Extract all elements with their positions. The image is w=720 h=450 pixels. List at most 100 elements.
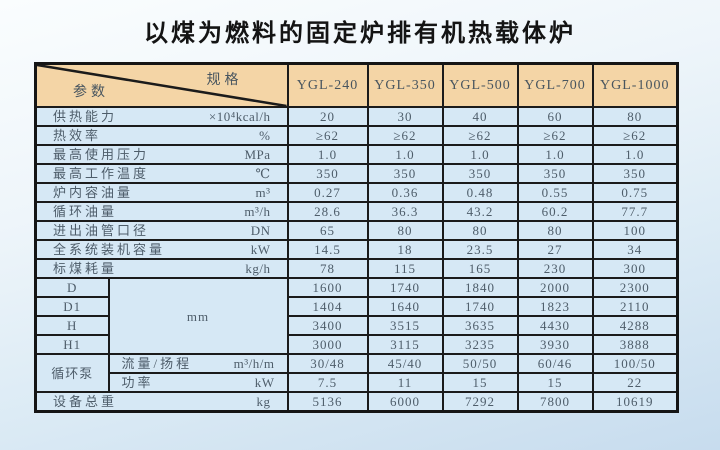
spec-value-cell: 3635 <box>441 315 519 336</box>
param-cell-content: 标煤耗量 kg/h <box>38 261 286 276</box>
dim-label: D1 <box>34 296 110 317</box>
table-row: 最高使用压力 MPa 1.0 1.0 1.0 1.0 1.0 <box>34 144 679 165</box>
spec-value-cell: 350 <box>441 163 519 184</box>
table-row: H 3400 3515 3635 4430 4288 <box>34 315 679 336</box>
spec-value-cell: 165 <box>441 258 519 279</box>
model-header-ygl-1000: YGL-1000 <box>591 62 679 108</box>
spec-value-cell: 10619 <box>591 391 679 413</box>
spec-value-cell: ≥62 <box>516 125 594 146</box>
param-label: 全系统装机容量 <box>53 242 166 257</box>
table-row: 标煤耗量 kg/h 78 115 165 230 300 <box>34 258 679 279</box>
spec-value-cell: 2000 <box>516 277 594 298</box>
spec-value-cell: 77.7 <box>591 201 679 222</box>
param-label: 供热能力 <box>53 109 118 124</box>
dim-label: H <box>34 315 110 336</box>
spec-value-cell: 80 <box>441 220 519 241</box>
spec-value-cell: 60.2 <box>516 201 594 222</box>
spec-value-cell: 115 <box>366 258 444 279</box>
spec-value-cell: 36.3 <box>366 201 444 222</box>
spec-value-cell: 3515 <box>366 315 444 336</box>
param-label: 进出油管口径 <box>53 223 150 238</box>
param-label: 热效率 <box>53 128 102 143</box>
spec-value-cell: 1640 <box>366 296 444 317</box>
spec-value-cell: 1740 <box>441 296 519 317</box>
param-unit: m³ <box>255 185 271 200</box>
spec-value-cell: 34 <box>591 239 679 260</box>
param-unit: DN <box>250 223 271 238</box>
spec-value-cell: 50/50 <box>441 353 519 374</box>
param-cell: 供热能力 ×10⁴kcal/h <box>34 106 289 127</box>
table-row: 进出油管口径 DN 65 80 80 80 100 <box>34 220 679 241</box>
param-unit: MPa <box>244 147 271 162</box>
diagonal-divider-line <box>37 65 286 106</box>
param-label: 循环油量 <box>53 204 118 219</box>
spec-value-cell: 43.2 <box>441 201 519 222</box>
param-cell: 最高工作温度 ℃ <box>34 163 289 184</box>
dim-unit: mm <box>107 277 289 355</box>
param-cell: 炉内容油量 m³ <box>34 182 289 203</box>
model-header-ygl-700: YGL-700 <box>516 62 594 108</box>
spec-value-cell: 18 <box>366 239 444 260</box>
spec-value-cell: 27 <box>516 239 594 260</box>
spec-value-cell: 1404 <box>286 296 369 317</box>
param-unit: m³/h <box>244 204 271 219</box>
dim-label: D <box>34 277 110 298</box>
spec-value-cell: 100/50 <box>591 353 679 374</box>
spec-value-cell: 7800 <box>516 391 594 413</box>
param-cell-content: 最高工作温度 ℃ <box>38 166 286 181</box>
corner-spec-label: 规格 <box>206 73 243 88</box>
param-cell-content: 进出油管口径 DN <box>38 223 286 238</box>
spec-value-cell: 30/48 <box>286 353 369 374</box>
pump-sub-content: 流量/扬程 m³/h/m <box>111 356 286 371</box>
param-label: 最高工作温度 <box>53 166 150 181</box>
spec-value-cell: 20 <box>286 106 369 127</box>
header-row: 规格 参数 YGL-240 YGL-350 YGL-500 YGL-700 YG… <box>34 62 679 108</box>
spec-value-cell: ≥62 <box>591 125 679 146</box>
spec-value-cell: 78 <box>286 258 369 279</box>
table-row: 设备总重 kg 5136 6000 7292 7800 10619 <box>34 391 679 413</box>
spec-value-cell: 2300 <box>591 277 679 298</box>
param-unit: kg/h <box>245 261 271 276</box>
table-row: 供热能力 ×10⁴kcal/h 20 30 40 60 80 <box>34 106 679 127</box>
param-label: 最高使用压力 <box>53 147 150 162</box>
spec-value-cell: 3115 <box>366 334 444 355</box>
spec-value-cell: 0.48 <box>441 182 519 203</box>
param-cell-content: 热效率% <box>38 128 286 143</box>
spec-value-cell: 60 <box>516 106 594 127</box>
spec-value-cell: ≥62 <box>366 125 444 146</box>
spec-value-cell: 1823 <box>516 296 594 317</box>
model-header-ygl-240: YGL-240 <box>286 62 369 108</box>
spec-value-cell: 350 <box>591 163 679 184</box>
table-row: 循环油量 m³/h 28.6 36.3 43.2 60.2 77.7 <box>34 201 679 222</box>
total-unit: kg <box>256 394 271 409</box>
spec-value-cell: 3400 <box>286 315 369 336</box>
spec-value-cell: 1.0 <box>591 144 679 165</box>
table-row: D1 1404 1640 1740 1823 2110 <box>34 296 679 317</box>
spec-value-cell: 14.5 <box>286 239 369 260</box>
param-unit: ℃ <box>255 166 271 181</box>
spec-value-cell: 0.36 <box>366 182 444 203</box>
table-row: 炉内容油量 m³ 0.27 0.36 0.48 0.55 0.75 <box>34 182 679 203</box>
param-label: 炉内容油量 <box>53 185 134 200</box>
param-cell-content: 最高使用压力 MPa <box>38 147 286 162</box>
spec-table-body: 供热能力 ×10⁴kcal/h 20 30 40 60 80 热效率% ≥62 ≥62 ≥62 ≥62… <box>34 106 679 413</box>
spec-value-cell: 3235 <box>441 334 519 355</box>
spec-value-cell: 80 <box>591 106 679 127</box>
param-cell-content: 炉内容油量 m³ <box>38 185 286 200</box>
param-unit: kW <box>250 242 271 257</box>
pump-sub-unit: kW <box>254 375 275 390</box>
table-row: 热效率% ≥62 ≥62 ≥62 ≥62 ≥62 <box>34 125 679 146</box>
spec-value-cell: ≥62 <box>441 125 519 146</box>
spec-value-cell: 0.55 <box>516 182 594 203</box>
table-row: 全系统装机容量 kW 14.5 18 23.5 27 34 <box>34 239 679 260</box>
spec-value-cell: 45/40 <box>366 353 444 374</box>
param-cell-content: 供热能力 ×10⁴kcal/h <box>38 109 286 124</box>
model-header-ygl-500: YGL-500 <box>441 62 519 108</box>
spec-value-cell: 1.0 <box>286 144 369 165</box>
spec-value-cell: 4288 <box>591 315 679 336</box>
spec-value-cell: 0.75 <box>591 182 679 203</box>
spec-value-cell: 1740 <box>366 277 444 298</box>
param-cell: 标煤耗量 kg/h <box>34 258 289 279</box>
spec-value-cell: 30 <box>366 106 444 127</box>
